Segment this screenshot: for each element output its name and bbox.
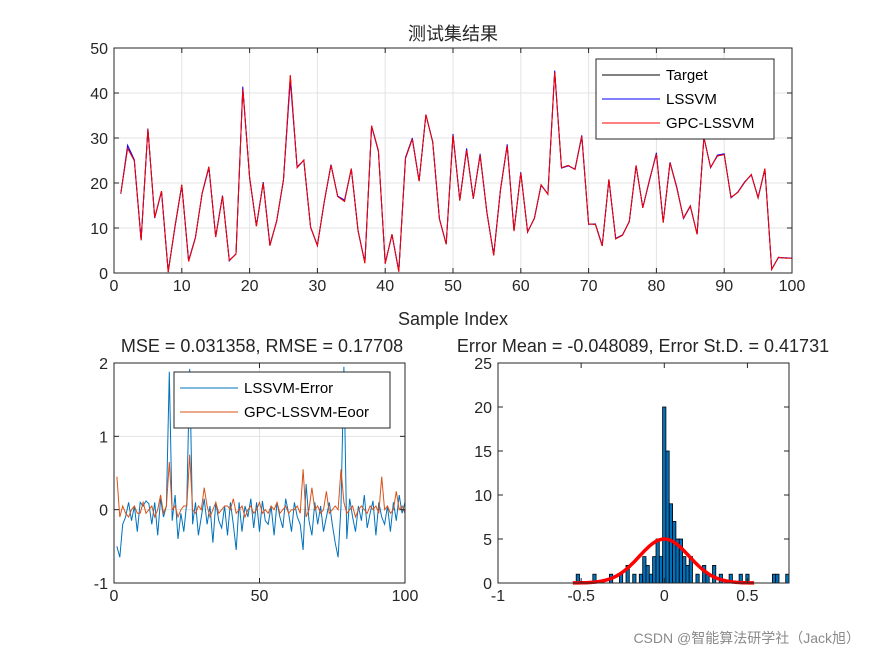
top-x-tick-label: 10 [173,278,191,295]
top-x-tick-label: 60 [512,278,530,295]
error-legend-label: LSSVM-Error [244,380,333,397]
top-y-tick-label: 10 [90,221,108,238]
error-y-tick-label: 1 [99,429,108,446]
histogram-bar [658,556,663,584]
series-line-gpc-lssvm [120,72,792,273]
top-x-tick-label: 30 [309,278,327,295]
histogram-bar [672,521,677,584]
histogram-bar [772,573,777,584]
top-axes: 0 10 20 30 40 50 60 70 80 90 100 0 10 20 30 40 50 Target L… [90,41,805,295]
top-x-tick-label: 90 [715,278,733,295]
error-x-tick-label: 0 [110,588,119,605]
error-x-tick-label: 50 [251,588,269,605]
hist-x-tick-label: 0.5 [736,588,758,605]
hist-plot-area [498,363,789,583]
hist-y-tick-label: 25 [474,356,492,373]
error-chart-title: MSE = 0.031358, RMSE = 0.17708 [121,336,403,356]
top-y-tick-label: 50 [90,41,108,58]
error-series-lssvm-error [116,366,405,558]
histogram-bar [645,565,650,584]
top-legend-label: GPC-LSSVM [666,115,754,132]
error-series-gpc-lssvm-eoor [116,454,405,519]
histogram-bar [648,573,653,584]
histogram-bar [668,503,673,584]
histogram-bar [638,573,643,584]
error-y-tick-label: 0 [99,503,108,520]
error-legend-label: GPC-LSSVM-Eoor [244,404,369,421]
hist-x-tick-label: -1 [491,588,505,605]
hist-y-tick-label: 10 [474,488,492,505]
top-x-tick-label: 70 [580,278,598,295]
top-x-tick-label: 0 [110,278,119,295]
top-y-tick-label: 40 [90,86,108,103]
top-x-tick-label: 20 [241,278,259,295]
hist-y-tick-label: 20 [474,400,492,417]
hist-y-tick-label: 15 [474,444,492,461]
top-x-tick-label: 80 [648,278,666,295]
histogram-bar [712,565,717,584]
watermark: CSDN @智能算法研学社（Jack旭） [633,630,860,646]
top-y-tick-label: 20 [90,176,108,193]
hist-y-tick-label: 5 [483,532,492,549]
histogram-bar [642,556,647,584]
histogram-bar [665,450,670,584]
top-x-tick-label: 40 [376,278,394,295]
error-y-tick-label: 2 [99,356,108,373]
histogram-bar [652,556,657,584]
top-y-tick-label: 30 [90,131,108,148]
error-histogram-axes: -1 -0.5 0 0.5 0 5 10 15 20 25 [474,356,790,605]
error-y-tick-label: -1 [94,576,108,593]
error-legend [173,371,391,429]
normal-fit-curve [572,537,755,585]
error-x-tick-label: 100 [392,588,419,605]
histogram-bar [685,565,690,584]
top-x-tick-label: 100 [779,278,806,295]
histogram-bar [655,538,660,584]
histogram-bar [695,573,700,584]
hist-x-tick-label: -0.5 [567,588,595,605]
top-x-axis-label: Sample Index [398,309,508,329]
top-y-tick-label: 0 [99,266,108,283]
histogram-bar [682,556,687,584]
top-chart-title: 测试集结果 [408,24,498,44]
top-x-tick-label: 50 [444,278,462,295]
histogram-bar [632,573,637,584]
histogram-bar [662,406,667,584]
hist-y-tick-label: 0 [483,576,492,593]
histogram-title: Error Mean = -0.048089, Error St.D. = 0.… [457,336,829,356]
top-legend-label: Target [666,67,709,84]
hist-x-tick-label: 0 [660,588,669,605]
hist-frame [497,362,790,584]
top-legend-label: LSSVM [666,91,717,108]
histogram-bar [775,573,780,584]
